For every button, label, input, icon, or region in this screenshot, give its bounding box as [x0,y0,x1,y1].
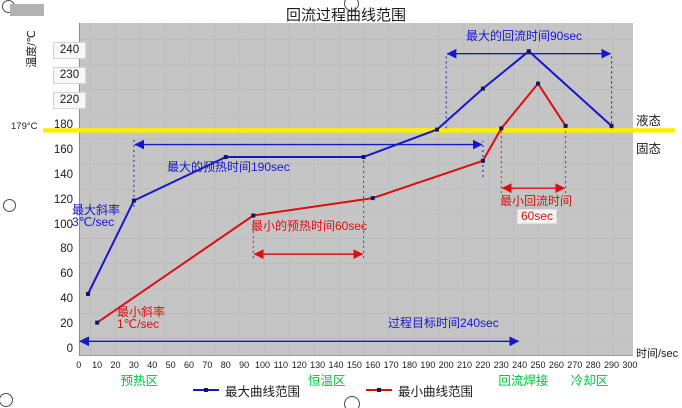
curve [87,50,613,295]
x-tick-label: 180 [401,360,417,370]
slide-handle-circle-bottom-left [0,393,13,407]
x-tick-label: 90 [239,360,250,370]
legend-swatch-icon [366,388,392,392]
y-tick-label: 220 [53,92,86,109]
zone-label: 冷却区 [570,374,609,388]
curve-point-marker [536,81,541,86]
x-tick-label: 270 [567,360,583,370]
min-slope-annotation-line2: 1℃/sec [117,317,160,331]
curve-point-marker [480,158,485,163]
zone-label: 预热区 [120,374,159,388]
x-tick-label: 250 [530,360,546,370]
y-axis-title: 温度/℃ [26,30,38,68]
x-tick-label: 40 [147,360,158,370]
x-tick-label: 60 [184,360,195,370]
slide-handle-circle-title [344,0,359,11]
x-tick-label: 150 [346,360,362,370]
curve-point-marker [251,213,256,218]
min-slope-annotation-line1: 最小斜率 [117,305,166,319]
curve-point-marker [370,196,375,201]
y-tick-label: 80 [60,243,73,256]
curve-point-marker [563,123,568,128]
zone-label: 恒温区 [308,374,346,388]
y-tick-label: 240 [53,42,86,60]
x-tick-label: 280 [585,360,601,370]
x-tick-label: 230 [493,360,509,370]
x-tick-label: 120 [291,360,307,370]
curve-point-marker [85,291,90,296]
x-tick-label: 70 [202,360,213,370]
x-tick-label: 300 [622,360,638,370]
curve-point-marker [95,320,100,325]
y-tick-label: 160 [53,143,73,156]
liquid-state-label: 液态 [636,114,662,128]
min-reflow-time-annotation-line2: 60sec [517,209,558,224]
y-tick-label: 180 [53,118,73,131]
curve-point-marker [361,155,366,160]
x-tick-label: 110 [273,360,289,370]
process-target-time-annotation: 过程目标时间240sec [388,316,499,330]
liquidus-line [43,128,675,133]
slide-gray-box [10,4,44,16]
max-slope-annotation-line1: 最大斜率 [72,203,121,217]
y-tick-label: 20 [60,318,73,331]
y-tick-label: 60 [60,268,73,281]
liquidus-temp-label: 179°C [11,121,38,132]
x-tick-label: 200 [438,360,454,370]
x-tick-label: 160 [365,360,381,370]
zone-label: 回流焊接 [498,374,549,388]
slide-handle-circle-bottom-center [344,396,360,408]
x-tick-label: 240 [512,360,528,370]
x-tick-label: 130 [310,360,326,370]
x-tick-label: 220 [475,360,491,370]
slide-handle-circle-left [3,199,16,212]
y-tick-label: 40 [60,293,73,306]
curve-point-marker [131,198,136,203]
x-tick-label: 100 [254,360,271,370]
curve-point-marker [435,127,440,132]
x-tick-label: 80 [220,360,231,370]
min-preheat-time-annotation: 最小的预热时间60sec [251,219,368,233]
legend-item: 最小曲线范围 [366,383,474,399]
max-preheat-time-annotation: 最大的预热时间190sec [167,160,290,174]
x-tick-label: 260 [548,360,564,370]
curve-point-marker [480,86,485,91]
curve-point-marker [499,126,504,131]
min-reflow-time-annotation-line1: 最小回流时间 [499,194,572,208]
x-tick-label: 170 [383,360,399,370]
y-tick-label: 230 [53,67,86,85]
y-tick-label: 100 [53,218,73,231]
x-tick-label: 10 [92,360,103,370]
y-tick-label: 120 [53,193,73,206]
solid-state-label: 固态 [636,142,662,156]
curve-point-marker [223,155,228,160]
legend-label: 最大曲线范围 [225,384,301,399]
curve-point-marker [526,49,531,54]
page-title: 回流过程曲线范围 [285,7,406,24]
y-tick-label: 0 [66,343,73,355]
max-reflow-time-annotation: 最大的回流时间90sec [465,29,583,43]
x-tick-label: 20 [110,360,121,370]
x-tick-label: 140 [328,360,344,370]
legend-label: 最小曲线范围 [398,384,474,399]
x-axis-title: 时间/sec [636,348,679,360]
legend-swatch-icon [193,388,219,392]
y-tick-label: 140 [53,168,73,181]
legend-item: 最大曲线范围 [193,383,301,399]
x-tick-label: 30 [128,360,139,370]
x-tick-label: 290 [604,360,620,370]
x-tick-label: 50 [165,360,176,370]
x-tick-label: 210 [457,360,473,370]
curve-point-marker [609,123,614,128]
x-tick-label: 0 [76,360,82,370]
x-tick-label: 190 [420,360,436,370]
max-slope-annotation-line2: 3℃/sec [72,215,115,229]
